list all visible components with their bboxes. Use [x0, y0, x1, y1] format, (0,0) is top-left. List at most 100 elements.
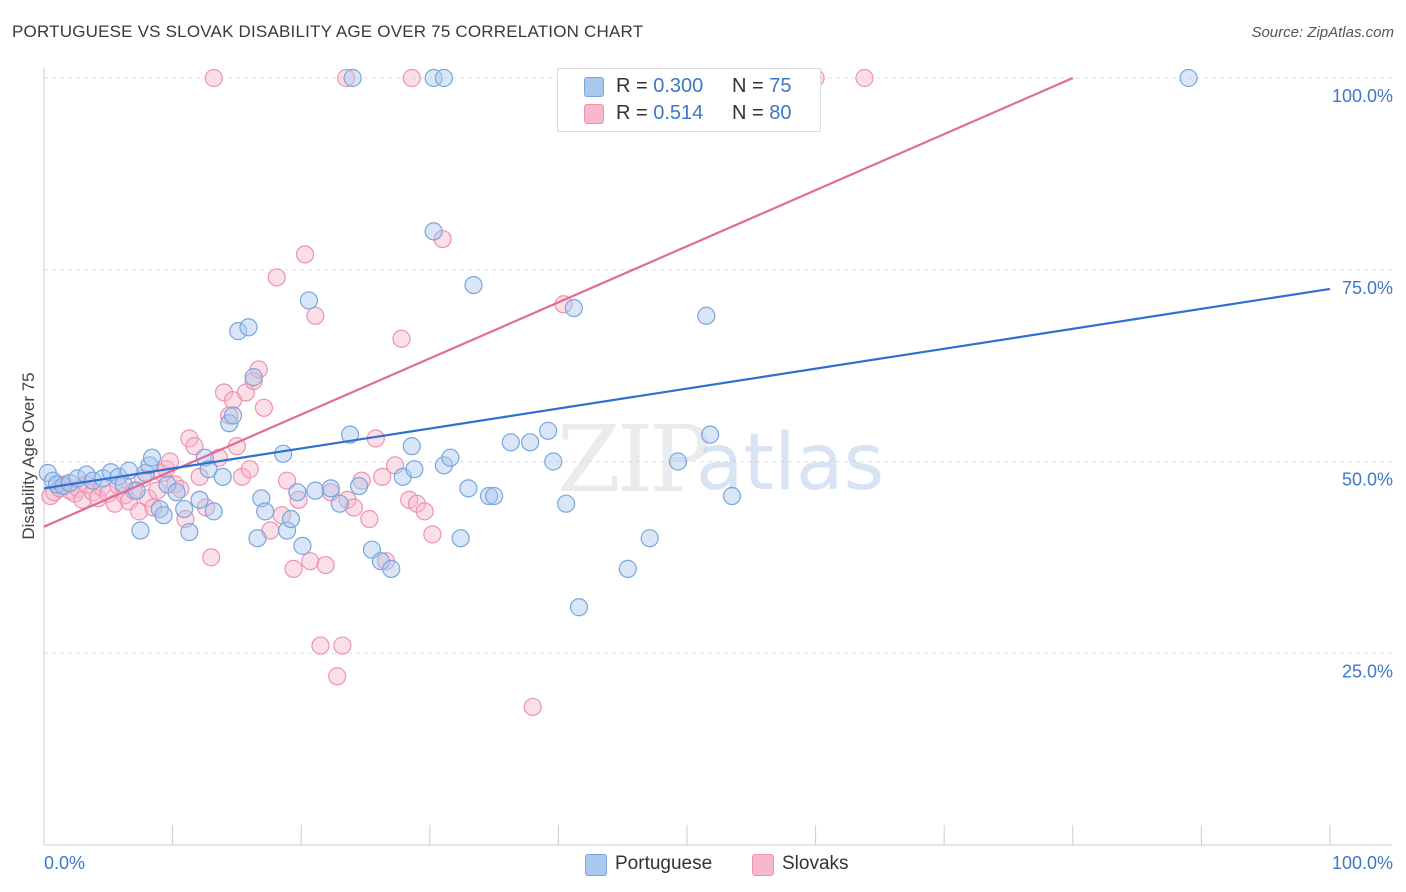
y-axis-title: Disability Age Over 75: [19, 372, 38, 539]
portuguese-point: [349, 476, 369, 496]
trend-lines: [43, 76, 1331, 528]
slovaks-point: [185, 437, 204, 456]
slovaks-point: [277, 471, 297, 490]
portuguese-legend-swatch: [585, 854, 607, 876]
portuguese-point: [722, 486, 742, 506]
slovaks-point: [295, 245, 315, 264]
slovaks-point: [360, 509, 379, 529]
portuguese-n-value: 75: [769, 75, 792, 97]
grid-layer: [44, 77, 1392, 654]
portuguese-point: [180, 522, 199, 542]
slovaks-point: [254, 398, 274, 417]
slovaks-r-value: 0.514: [653, 102, 704, 124]
portuguese-point: [441, 448, 460, 467]
source-label: Source: ZipAtlas.com: [1251, 24, 1394, 41]
slovaks-point: [415, 502, 434, 521]
portuguese-point: [539, 421, 558, 440]
slovaks-swatch: [584, 104, 604, 124]
portuguese-point: [213, 467, 232, 486]
portuguese-point: [424, 68, 443, 88]
portuguese-point: [618, 559, 637, 578]
series-legend: Portuguese Slovaks: [0, 852, 1406, 878]
portuguese-point: [521, 433, 540, 452]
slovaks-point: [202, 548, 221, 567]
portuguese-point: [199, 460, 218, 479]
portuguese-point: [501, 433, 520, 452]
portuguese-point: [306, 481, 325, 500]
slovaks-n-label: N =: [732, 102, 764, 124]
slovaks-point: [284, 559, 303, 578]
slovaks-point: [344, 498, 364, 517]
portuguese-swatch: [584, 77, 604, 97]
slovaks-points: [41, 68, 874, 717]
slovaks-point: [311, 636, 330, 655]
portuguese-point: [293, 536, 312, 555]
x-tick-label-max: 100.0%: [1332, 853, 1393, 873]
slovaks-point: [316, 555, 335, 575]
slovaks-point: [148, 481, 167, 500]
portuguese-r-value: 0.300: [653, 75, 704, 97]
portuguese-points: [38, 68, 1198, 617]
portuguese-point: [229, 322, 248, 341]
slovaks-point: [333, 636, 352, 655]
portuguese-point: [544, 452, 563, 471]
slovaks-point: [855, 68, 874, 88]
portuguese-point: [1179, 68, 1198, 88]
slovaks-point: [130, 502, 149, 521]
portuguese-point: [248, 529, 267, 548]
portuguese-point: [701, 425, 720, 444]
x-tick-label-min: 0.0%: [44, 853, 85, 873]
axis-labels: 100.0% 75.0% 50.0% 25.0% 0.0% 100.0% Disabilit…: [19, 86, 1393, 873]
portuguese-point: [382, 559, 401, 578]
chart-title: PORTUGUESE VS SLOVAK DISABILITY AGE OVER…: [12, 22, 644, 41]
y-tick-label: 100.0%: [1332, 86, 1393, 106]
portuguese-point: [371, 552, 391, 571]
slovaks-trend-line: [43, 76, 1074, 528]
portuguese-point: [288, 483, 307, 502]
axes-layer: [43, 68, 1392, 846]
slovaks-point: [240, 460, 259, 479]
correlation-legend: R = 0.300 N = 75 R = 0.514 N = 80: [557, 68, 821, 132]
y-tick-label: 50.0%: [1342, 470, 1393, 490]
slovaks-point: [306, 306, 325, 325]
portuguese-point: [569, 598, 589, 617]
slovaks-point: [423, 525, 442, 544]
slovaks-point: [373, 467, 392, 486]
portuguese-point: [277, 521, 297, 540]
slovaks-point: [144, 498, 163, 517]
slovaks-point: [407, 494, 427, 513]
slovaks-point: [328, 667, 347, 686]
portuguese-point: [131, 521, 150, 540]
slovaks-point: [232, 467, 252, 486]
portuguese-trend-line: [43, 287, 1331, 490]
portuguese-point: [343, 68, 362, 88]
slovaks-legend-label: Slovaks: [782, 853, 849, 874]
portuguese-point: [167, 483, 186, 502]
portuguese-point: [204, 502, 223, 521]
slovaks-point: [402, 68, 421, 88]
slovaks-point: [301, 552, 320, 571]
portuguese-point: [485, 486, 504, 506]
y-tick-label: 75.0%: [1342, 278, 1393, 298]
watermark: ZIP atlas: [557, 406, 884, 513]
slovaks-point: [204, 68, 223, 88]
portuguese-r-label: R =: [616, 75, 648, 97]
portuguese-n-label: N =: [732, 75, 764, 97]
portuguese-point: [175, 499, 194, 519]
portuguese-point: [330, 494, 349, 513]
portuguese-point: [154, 506, 173, 525]
slovaks-point: [244, 371, 263, 391]
slovaks-point: [523, 697, 542, 717]
watermark-atlas: atlas: [696, 418, 885, 508]
portuguese-point: [340, 425, 360, 444]
portuguese-point: [274, 444, 293, 463]
portuguese-point: [299, 291, 319, 310]
slovaks-point: [392, 329, 411, 348]
slovaks-point: [220, 406, 239, 425]
portuguese-point: [405, 460, 424, 479]
slovaks-point: [160, 452, 180, 471]
portuguese-point: [321, 479, 340, 498]
y-tick-label: 25.0%: [1342, 661, 1393, 681]
portuguese-point: [424, 222, 443, 241]
